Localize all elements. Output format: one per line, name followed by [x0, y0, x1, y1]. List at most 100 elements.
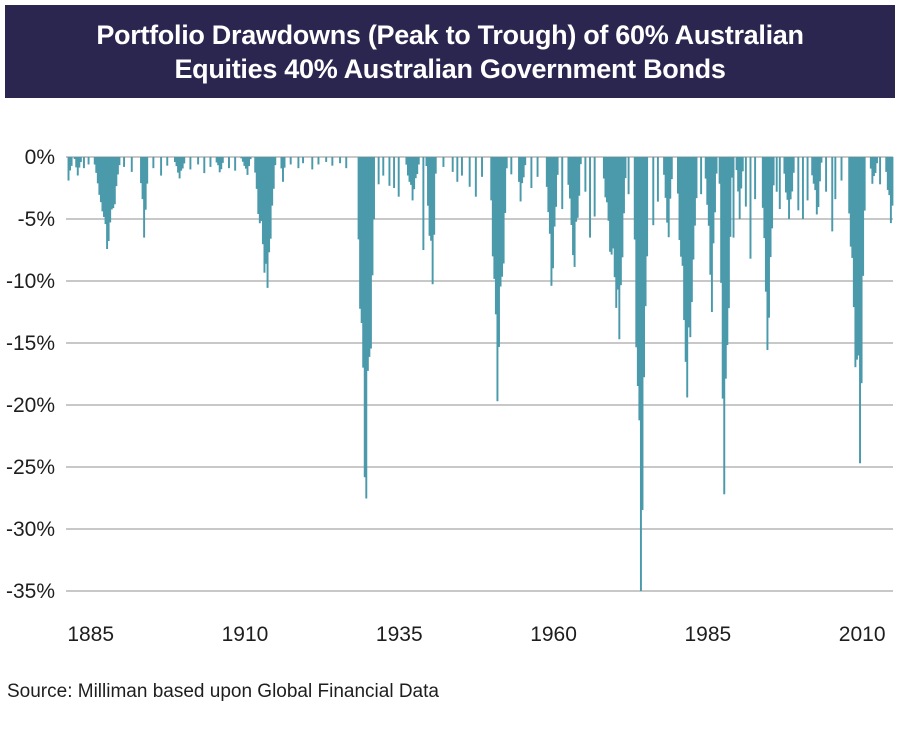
- drawdown-bar: [553, 157, 556, 227]
- drawdown-bar: [493, 157, 496, 279]
- drawdown-bar: [680, 157, 683, 257]
- drawdown-bar: [166, 157, 169, 166]
- drawdown-bar: [174, 157, 176, 163]
- drawdown-bar: [635, 157, 638, 348]
- drawdown-bar: [732, 157, 735, 238]
- drawdown-bar: [764, 157, 767, 292]
- drawdown-bar: [175, 157, 178, 167]
- drawdown-bar: [606, 157, 608, 203]
- drawdown-bar: [260, 157, 263, 221]
- drawdown-bar: [67, 157, 70, 181]
- drawdown-bar: [857, 157, 860, 356]
- drawdown-bar: [434, 157, 437, 174]
- drawdown-bar: [373, 157, 375, 220]
- drawdown-bar: [505, 157, 508, 169]
- drawdown-bar: [241, 157, 244, 162]
- drawdown-bar: [862, 157, 865, 276]
- drawdown-bar: [707, 157, 710, 226]
- drawdown-bar: [817, 157, 820, 207]
- drawdown-bar: [101, 157, 104, 212]
- drawdown-bar: [638, 157, 641, 421]
- drawdown-bar: [428, 157, 431, 236]
- drawdown-bar: [123, 157, 126, 167]
- drawdown-bar: [371, 157, 374, 276]
- drawdown-bar: [604, 157, 607, 198]
- drawdown-bar: [297, 157, 300, 169]
- drawdown-bar: [609, 157, 612, 252]
- drawdown-bar: [189, 157, 192, 170]
- drawdown-bar: [693, 157, 696, 226]
- drawdown-bar: [521, 157, 524, 184]
- drawdown-bar: [678, 157, 681, 241]
- drawdown-bar: [704, 157, 707, 179]
- drawdown-bar: [812, 157, 815, 184]
- drawdown-bar: [180, 157, 183, 171]
- drawdown-bar: [627, 157, 630, 195]
- drawdown-bar: [684, 157, 687, 362]
- drawdown-bar: [263, 157, 266, 273]
- drawdown-bar: [499, 157, 502, 287]
- drawdown-bar: [854, 157, 857, 368]
- drawdown-bar: [889, 157, 892, 224]
- drawdown-bar: [369, 157, 372, 349]
- drawdown-bar: [228, 157, 230, 169]
- drawdown-bar: [115, 157, 118, 187]
- drawdown-bar: [555, 157, 558, 207]
- drawdown-bar: [788, 157, 791, 219]
- drawdown-bar: [744, 157, 747, 207]
- drawdown-bar: [568, 157, 571, 199]
- drawdown-bar: [274, 157, 277, 166]
- drawdown-bar: [639, 157, 642, 591]
- drawdown-bar: [524, 157, 527, 166]
- drawdown-bar: [561, 157, 564, 210]
- drawdown-bar: [636, 157, 639, 386]
- drawdown-bar: [244, 157, 247, 169]
- drawdown-bar: [280, 157, 283, 169]
- drawdown-bar: [771, 157, 774, 229]
- drawdown-bar: [726, 157, 729, 346]
- drawdown-bar: [768, 157, 770, 318]
- drawdown-bar: [365, 157, 368, 499]
- drawdown-bar: [695, 157, 698, 199]
- drawdown-bar: [712, 157, 715, 244]
- drawdown-bar: [220, 157, 223, 170]
- drawdown-bar: [113, 157, 116, 205]
- drawdown-bar: [644, 157, 647, 307]
- drawdown-bar: [615, 157, 618, 308]
- drawdown-bar: [723, 157, 726, 495]
- drawdown-bar: [363, 157, 366, 478]
- drawdown-bars: [67, 157, 894, 591]
- drawdown-bar: [218, 157, 221, 173]
- drawdown-bar: [818, 157, 821, 182]
- drawdown-bar: [360, 157, 363, 323]
- drawdown-bar: [504, 157, 507, 213]
- drawdown-bar: [388, 157, 391, 186]
- drawdown-bar: [710, 157, 713, 312]
- drawdown-bar: [814, 157, 817, 191]
- drawdown-bar: [616, 157, 619, 290]
- drawdown-bar: [692, 157, 695, 260]
- drawdown-bar: [468, 157, 471, 187]
- drawdown-bar: [811, 157, 814, 176]
- drawdown-bar: [359, 157, 362, 309]
- drawdown-bar: [339, 157, 342, 164]
- drawdown-bar: [382, 157, 385, 176]
- drawdown-bar: [160, 157, 163, 176]
- drawdown-bar: [494, 157, 497, 315]
- drawdown-bar: [886, 157, 889, 190]
- drawdown-bar: [177, 157, 180, 173]
- drawdown-bar: [687, 157, 690, 328]
- drawdown-bar: [766, 157, 769, 351]
- drawdown-bar: [700, 157, 703, 195]
- drawdown-bar: [872, 157, 875, 177]
- drawdown-bar: [141, 157, 144, 200]
- drawdown-bar: [178, 157, 181, 179]
- drawdown-bar: [76, 157, 79, 176]
- drawdown-bar: [217, 157, 220, 166]
- x-axis-tick-labels: 1885 1910 1935 1960 1985 2010: [67, 623, 885, 646]
- drawdown-bar: [221, 157, 224, 163]
- drawdown-bar: [397, 157, 400, 197]
- drawdown-bar: [289, 157, 292, 165]
- drawdown-bar: [681, 157, 684, 266]
- drawdown-bar: [118, 157, 121, 166]
